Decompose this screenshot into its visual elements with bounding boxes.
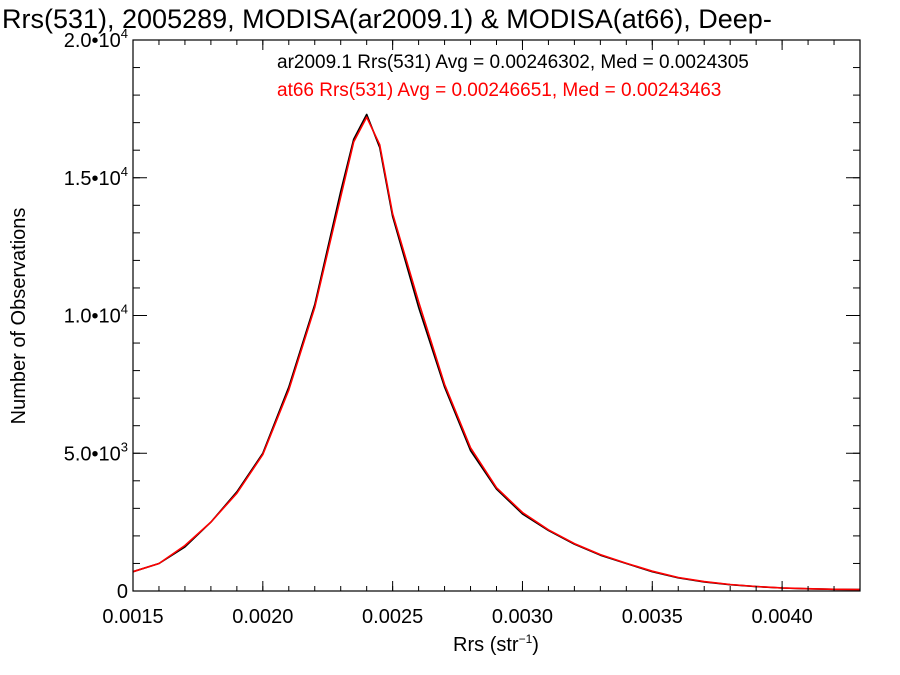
chart-title: Rrs(531), 2005289, MODISA(ar2009.1) & MO… — [2, 4, 772, 34]
series-line-0 — [132, 113, 861, 591]
x-axis-label: Rrs (str−1) — [453, 632, 539, 656]
x-tick-label: 0.0025 — [362, 606, 423, 628]
y-tick-labels: 0 5.0•103 1.0•104 1.5•104 2.0•104 — [64, 26, 128, 603]
ticks-layer — [132, 39, 861, 592]
x-tick-labels: 0.0015 0.0020 0.0025 0.0030 0.0035 0.0040 — [102, 606, 812, 628]
x-axis-label-tail: ) — [532, 634, 539, 656]
x-tick-label: 0.0040 — [752, 606, 813, 628]
y-tick-label: 1.0•104 — [64, 302, 128, 328]
y-tick-label: 1.5•104 — [64, 164, 128, 190]
series-layer — [132, 113, 861, 591]
y-axis-label: Number of Observations — [8, 208, 30, 425]
x-tick-label: 0.0035 — [622, 606, 683, 628]
annotation-ar2009: ar2009.1 Rrs(531) Avg = 0.00246302, Med … — [277, 52, 749, 73]
series-line-1 — [132, 116, 861, 591]
x-axis-label-sup: −1 — [519, 632, 533, 646]
plot-frame — [132, 39, 861, 592]
x-tick-label: 0.0020 — [232, 606, 293, 628]
y-tick-label: 5.0•103 — [64, 439, 128, 465]
y-tick-label: 0 — [117, 581, 128, 603]
x-tick-label: 0.0015 — [102, 606, 163, 628]
x-tick-label: 0.0030 — [492, 606, 553, 628]
x-axis-label-base: Rrs (str — [453, 634, 519, 656]
annotation-at66: at66 Rrs(531) Avg = 0.00246651, Med = 0.… — [277, 80, 721, 101]
y-tick-label: 2.0•104 — [64, 26, 128, 52]
